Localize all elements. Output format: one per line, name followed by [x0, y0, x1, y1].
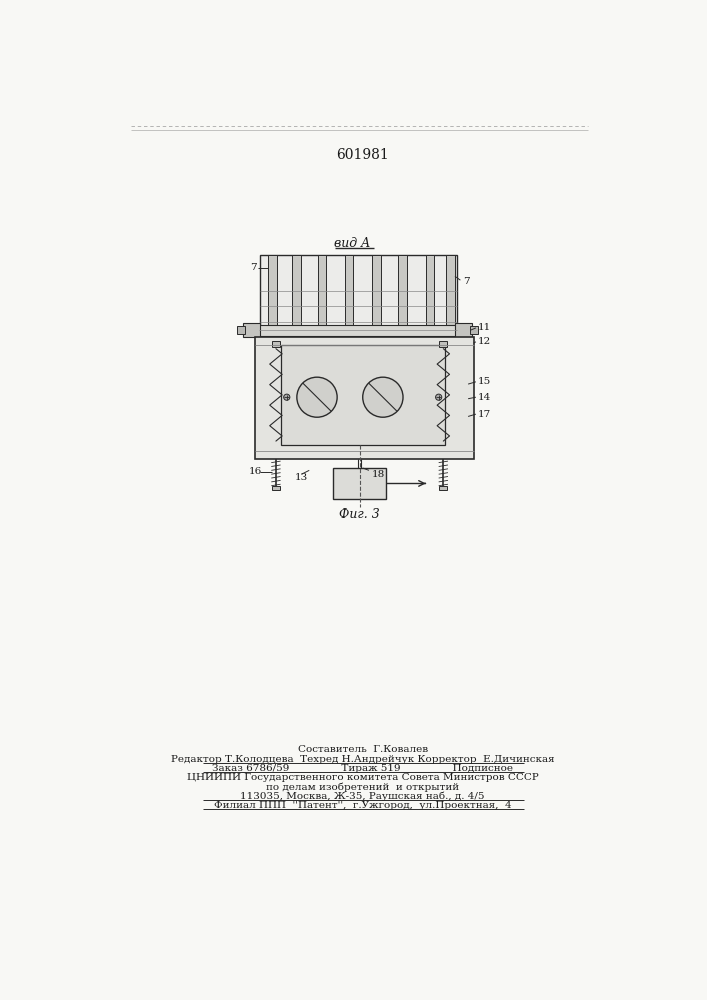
Bar: [281, 345, 445, 445]
Text: ЦНИИПИ Государственного комитета Совета Министров СССР: ЦНИИПИ Государственного комитета Совета …: [187, 773, 539, 782]
Text: 16: 16: [249, 467, 262, 476]
Text: Редактор Т.Колодцева  Техред Н.Андрейчук Корректор  Е.Дичинская: Редактор Т.Колодцева Техред Н.Андрейчук …: [171, 755, 554, 764]
Text: Филиал ППП  ''Патент'',  г.Ужгород,  ул.Проектная,  4: Филиал ППП ''Патент'', г.Ужгород, ул.Про…: [214, 801, 512, 810]
Text: 18: 18: [372, 470, 385, 479]
Bar: [255, 337, 474, 459]
Bar: [272, 341, 280, 347]
Bar: [237, 326, 245, 334]
Text: Заказ 6786/59                Тираж 519                Подписное: Заказ 6786/59 Тираж 519 Подписное: [212, 764, 513, 773]
Bar: [333, 468, 386, 499]
Text: 17: 17: [478, 410, 491, 419]
Text: 13: 13: [295, 473, 308, 482]
Bar: [372, 255, 380, 337]
Text: 7: 7: [462, 277, 469, 286]
Text: по делам изобретений  и открытий: по делам изобретений и открытий: [266, 782, 460, 792]
Bar: [243, 323, 260, 337]
Text: 12: 12: [478, 337, 491, 346]
Bar: [440, 486, 448, 490]
Bar: [345, 255, 354, 337]
Bar: [470, 326, 478, 334]
Text: 7: 7: [250, 263, 257, 272]
Circle shape: [436, 394, 442, 400]
Text: 601981: 601981: [337, 148, 389, 162]
Circle shape: [363, 377, 403, 417]
Bar: [272, 486, 280, 490]
Text: Фиг. 3: Фиг. 3: [339, 508, 380, 521]
Bar: [398, 255, 407, 337]
Text: 15: 15: [478, 377, 491, 386]
Circle shape: [284, 394, 290, 400]
Bar: [446, 255, 455, 337]
Bar: [292, 255, 300, 337]
Text: 113035, Москва, Ж-35, Раушская наб., д. 4/5: 113035, Москва, Ж-35, Раушская наб., д. …: [240, 791, 485, 801]
Text: 14: 14: [478, 393, 491, 402]
Bar: [268, 255, 276, 337]
Text: Составитель  Г.Ковалев: Составитель Г.Ковалев: [298, 745, 428, 754]
Bar: [260, 255, 457, 337]
Bar: [455, 323, 472, 337]
Bar: [259, 337, 457, 344]
Circle shape: [297, 377, 337, 417]
Bar: [317, 255, 327, 337]
Text: 11: 11: [478, 323, 491, 332]
Bar: [440, 341, 448, 347]
Text: вид A: вид A: [334, 237, 370, 250]
Bar: [259, 325, 457, 336]
Bar: [426, 255, 434, 337]
